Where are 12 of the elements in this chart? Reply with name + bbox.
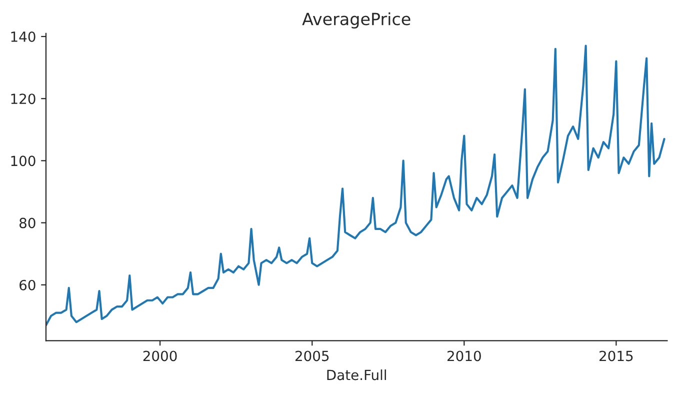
x-tick-label: 2010	[448, 350, 481, 362]
x-tick-label: 2015	[600, 350, 633, 362]
x-tick-label: 2005	[295, 350, 329, 362]
chart-title: AveragePrice	[302, 12, 410, 29]
y-tick-label: 120	[11, 94, 36, 104]
line-series	[46, 44, 666, 326]
x-axis-title: Date.Full	[327, 369, 386, 380]
y-tick-label: 140	[11, 31, 36, 42]
y-tick-label: 100	[11, 156, 36, 166]
y-tick-label: 60	[20, 280, 36, 290]
x-tick-label: 2000	[143, 350, 177, 362]
y-tick-label: 80	[20, 218, 36, 228]
